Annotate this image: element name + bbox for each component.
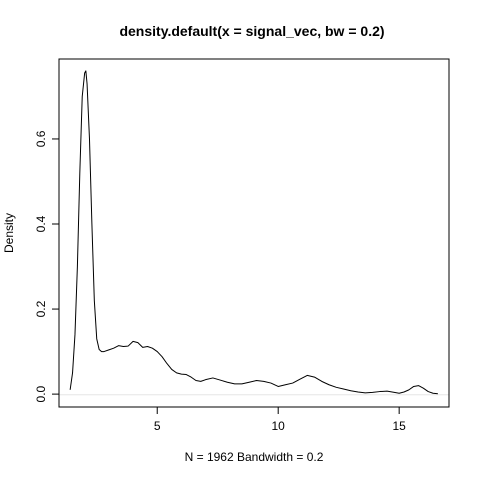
x-tick-label: 5 <box>154 419 161 433</box>
x-axis: 5 10 15 <box>154 406 406 433</box>
density-curve <box>69 70 438 395</box>
y-axis-label: Density <box>2 213 16 253</box>
x-tick-label: 15 <box>392 419 406 433</box>
plot-box <box>58 58 450 408</box>
y-tick-label: 0.6 <box>34 130 48 147</box>
y-axis: 0.0 0.2 0.4 0.6 <box>34 130 60 402</box>
x-axis-label: N = 1962 Bandwidth = 0.2 <box>185 450 324 464</box>
y-tick-label: 0.2 <box>34 300 48 317</box>
data-layer <box>69 70 438 395</box>
x-tick-label: 10 <box>272 419 286 433</box>
y-tick-label: 0.0 <box>34 385 48 402</box>
y-tick-label: 0.4 <box>34 215 48 232</box>
chart-title: density.default(x = signal_vec, bw = 0.2… <box>119 23 384 39</box>
